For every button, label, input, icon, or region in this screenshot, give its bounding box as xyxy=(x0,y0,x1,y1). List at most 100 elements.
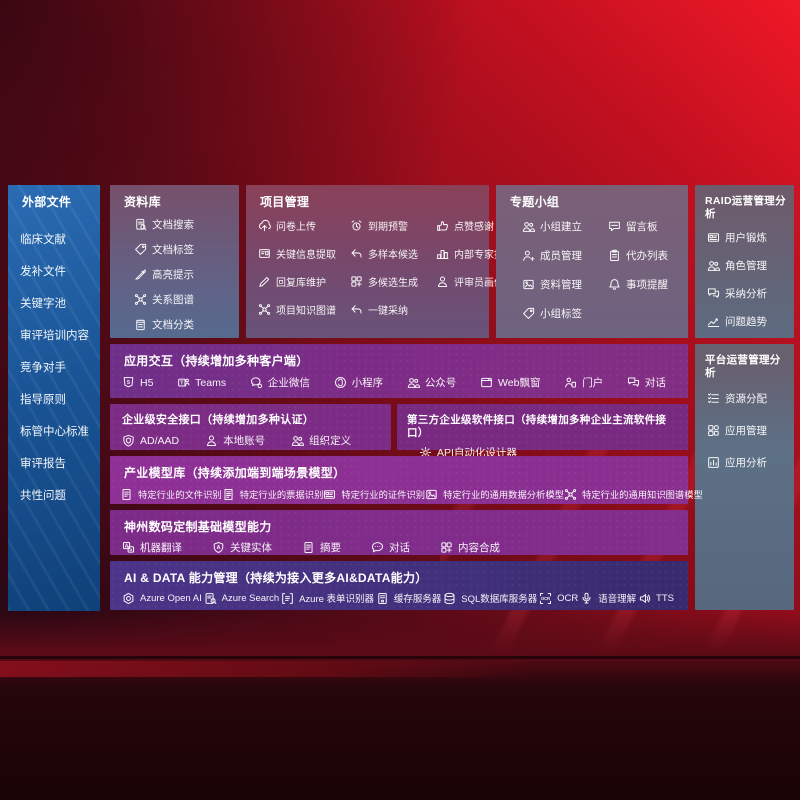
item-label: 问题趋势 xyxy=(725,316,767,329)
raid-item: 用户锻炼 xyxy=(707,230,794,245)
item-label: 审评报告 xyxy=(20,458,66,471)
topic-group-item: 小组建立 xyxy=(522,219,608,234)
extract-icon xyxy=(258,247,271,260)
external-file-item: 竞争对手 xyxy=(20,359,100,375)
item-label: 文档分类 xyxy=(152,319,194,332)
data-library-item: 文档分类 xyxy=(134,317,239,332)
project-item: 问卷上传 xyxy=(258,218,346,233)
external-file-item: 发补文件 xyxy=(20,263,100,279)
project-management-grid: 问卷上传 到期预警 点赞感谢 关键信息提取 多样本候选 内部专家排名 回复库维护 多候选生成 评… xyxy=(246,209,514,318)
item-label: 本地账号 xyxy=(223,435,266,448)
panel-raid-analysis: RAID运营管理分析 用户锻炼 角色管理 采纳分析 问题趋势 xyxy=(695,185,794,338)
external-file-item: 临床文献 xyxy=(20,231,100,247)
item-label: 成员管理 xyxy=(540,250,582,263)
data-library-title: 资料库 xyxy=(124,195,161,209)
bell-icon xyxy=(608,278,621,291)
data-library-item: 关系图谱 xyxy=(134,292,239,307)
item-label: 缓存服务器 xyxy=(393,594,442,606)
doc-icon xyxy=(120,488,133,501)
person-icon xyxy=(436,275,449,288)
item-label: 特定行业的通用数据分析模型 xyxy=(443,490,564,501)
openai-icon xyxy=(122,592,135,605)
item-label: Teams xyxy=(195,376,227,389)
background-floor-edge xyxy=(0,656,800,659)
id-card-icon xyxy=(707,231,720,244)
project-item: 多候选生成 xyxy=(350,274,432,289)
industry-model-item: 特定行业的证件识别 xyxy=(323,487,425,501)
base-model-item: 摘要 xyxy=(302,540,341,555)
topic-groups-title: 专题小组 xyxy=(510,195,560,209)
platform-item: 应用分析 xyxy=(707,455,794,470)
form-recognizer-icon xyxy=(281,592,294,605)
item-label: 对话 xyxy=(644,377,666,390)
teams-icon: T xyxy=(177,376,190,389)
topic-group-item: 事项提醒 xyxy=(608,277,688,292)
bbs-icon xyxy=(608,220,621,233)
shield-icon xyxy=(122,434,135,447)
item-label: 共性问题 xyxy=(20,490,66,503)
cache-server-icon xyxy=(376,592,389,605)
topic-groups-grid: 小组建立 留言板 成员管理 代办列表 资料管理 事项提醒 小组标签 xyxy=(496,209,688,321)
background-floor-highlight xyxy=(0,661,560,677)
qa-icon xyxy=(707,287,720,300)
tag-icon xyxy=(134,243,147,256)
item-label: 应用分析 xyxy=(725,457,767,470)
item-label: 竞争对手 xyxy=(20,362,66,375)
item-label: OCR xyxy=(557,592,579,604)
panel-security-interface: 企业级安全接口（持续增加多种认证） AD/AAD 本地账号 组织定义 xyxy=(110,404,391,450)
item-label: AD/AAD xyxy=(140,434,180,447)
client-item: 门户 xyxy=(564,375,603,390)
network-icon xyxy=(258,303,271,316)
data-model-icon xyxy=(425,488,438,501)
panel-project-management: 项目管理 问卷上传 到期预警 点赞感谢 关键信息提取 多样本候选 内部专家排名 回复库维护 多… xyxy=(246,185,514,338)
project-management-title: 项目管理 xyxy=(260,195,310,209)
item-label: 一键采纳 xyxy=(368,306,408,318)
topic-group-item: 留言板 xyxy=(608,219,688,234)
external-file-item: 审评培训内容 xyxy=(20,327,100,343)
ranking-icon xyxy=(436,247,449,260)
item-label: 特定行业的通用知识图谱模型 xyxy=(581,490,703,501)
item-label: 角色管理 xyxy=(725,260,767,273)
data-library-item: 文档搜索 xyxy=(134,217,239,232)
item-label: 回复库维护 xyxy=(276,278,326,290)
item-label: 特定行业的文件识别 xyxy=(138,490,222,501)
client-item: 5 H5 xyxy=(122,376,153,389)
alert-icon xyxy=(350,219,363,232)
client-item: T Teams xyxy=(177,376,226,389)
item-label: 指导原则 xyxy=(20,394,66,407)
industry-models-list: 特定行业的文件识别 特定行业的票据识别 特定行业的证件识别 特定行业的通用数据分析模型… xyxy=(110,480,703,501)
item-label: 高亮提示 xyxy=(152,269,194,282)
generate-icon xyxy=(350,275,363,288)
topic-group-item: 成员管理 xyxy=(522,248,608,263)
external-file-item: 共性问题 xyxy=(20,487,100,503)
item-label: 问卷上传 xyxy=(276,222,316,234)
knowledge-graph-icon xyxy=(564,488,577,501)
reply-icon xyxy=(350,247,363,260)
client-item: 小程序 xyxy=(334,375,383,390)
receipt-icon xyxy=(222,488,235,501)
analysis-icon xyxy=(707,456,720,469)
item-label: Web飘窗 xyxy=(498,377,541,390)
ai-data-item: 语音理解 xyxy=(580,591,636,605)
item-label: 代办列表 xyxy=(626,250,668,263)
item-label: H5 xyxy=(140,376,154,389)
raid-item: 角色管理 xyxy=(707,258,794,273)
base-model-item: 对话 xyxy=(371,540,410,555)
item-label: 审评培训内容 xyxy=(20,330,89,343)
azure-search-icon xyxy=(204,592,217,605)
item-label: 文档标签 xyxy=(152,244,194,257)
adopt-icon xyxy=(350,303,363,316)
raid-analysis-list: 用户锻炼 角色管理 采纳分析 问题趋势 xyxy=(695,220,794,329)
item-label: 到期预警 xyxy=(368,222,408,234)
item-label: 文档搜索 xyxy=(152,219,194,232)
account-icon xyxy=(205,434,218,447)
client-item: 对话 xyxy=(627,375,666,390)
auth-item: AD/AAD xyxy=(122,433,179,448)
allocation-icon xyxy=(707,392,720,405)
project-item: 内部专家排名 xyxy=(436,246,514,261)
platform-analysis-list: 资源分配 应用管理 应用分析 xyxy=(695,379,794,470)
upload-icon xyxy=(258,219,271,232)
org-icon xyxy=(291,434,305,447)
